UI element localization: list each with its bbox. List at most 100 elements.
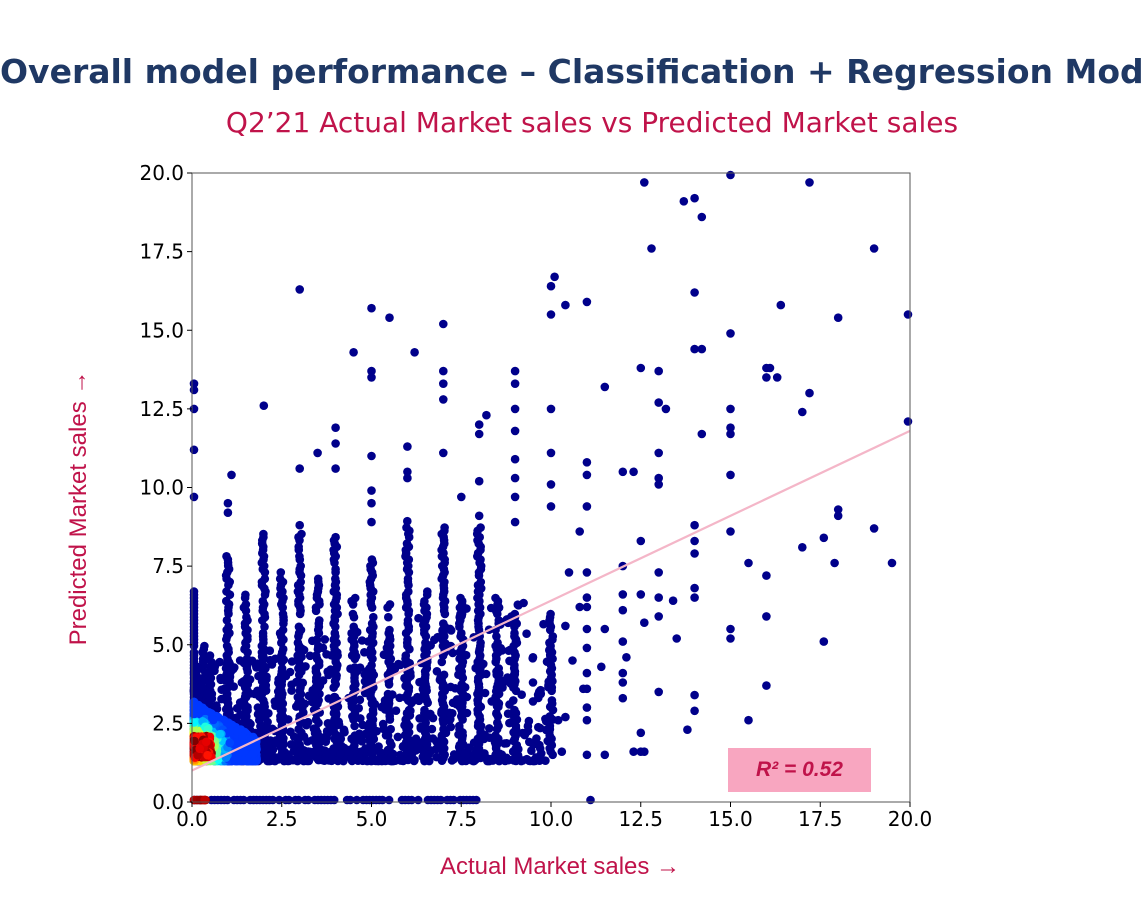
- data-point: [189, 668, 199, 678]
- data-point: [582, 750, 592, 760]
- data-point: [352, 627, 362, 637]
- data-point: [497, 750, 507, 759]
- data-point: [315, 616, 324, 625]
- density-point: [195, 744, 204, 753]
- data-point: [668, 596, 678, 605]
- data-point: [259, 529, 268, 539]
- data-point: [381, 756, 390, 766]
- data-point: [510, 517, 520, 527]
- data-point: [425, 641, 434, 651]
- data-point: [279, 655, 289, 665]
- data-point: [553, 715, 563, 725]
- data-point: [361, 744, 370, 753]
- data-point: [331, 439, 340, 448]
- y-axis-label: Predicted Market sales →: [65, 370, 92, 646]
- data-point: [805, 388, 814, 398]
- data-point: [446, 722, 456, 732]
- data-point: [683, 725, 692, 734]
- data-point: [339, 725, 349, 735]
- x-axis-label: Actual Market sales →: [439, 853, 681, 880]
- data-point: [269, 756, 279, 765]
- data-point: [640, 178, 649, 187]
- data-point: [726, 634, 735, 643]
- data-point: [517, 690, 526, 699]
- data-point: [492, 632, 501, 641]
- data-point: [462, 708, 472, 718]
- data-point: [320, 635, 330, 644]
- data-point: [401, 681, 410, 691]
- data-point: [505, 700, 514, 709]
- data-point: [438, 626, 447, 636]
- data-point: [270, 697, 280, 706]
- data-point: [403, 574, 413, 584]
- data-point: [205, 678, 215, 688]
- data-point: [395, 693, 404, 703]
- data-point: [388, 756, 398, 766]
- data-point: [510, 628, 519, 638]
- data-point: [229, 682, 238, 691]
- data-point: [544, 677, 553, 686]
- data-point: [798, 543, 807, 552]
- y-tick-label: 20.0: [139, 161, 184, 185]
- data-point: [384, 795, 394, 805]
- data-point: [679, 197, 689, 206]
- data-point: [384, 612, 393, 622]
- data-point: [310, 728, 320, 738]
- data-point: [367, 366, 376, 376]
- data-point: [471, 663, 481, 673]
- data-point: [313, 574, 323, 584]
- data-point: [597, 662, 606, 672]
- data-point: [582, 470, 592, 480]
- data-point: [294, 542, 304, 552]
- density-point: [189, 718, 199, 727]
- data-point: [224, 708, 234, 717]
- data-point: [414, 613, 423, 623]
- data-point: [245, 675, 255, 684]
- data-point: [295, 464, 305, 473]
- data-point: [446, 626, 456, 635]
- data-point: [358, 756, 368, 766]
- data-point: [380, 696, 390, 705]
- data-point: [762, 373, 771, 382]
- data-point: [295, 552, 304, 561]
- r-squared-badge: R² = 0.52: [728, 748, 871, 792]
- data-point: [407, 698, 416, 708]
- data-point: [546, 281, 556, 291]
- data-point: [487, 697, 497, 706]
- density-point: [200, 795, 209, 805]
- y-tick-label: 17.5: [139, 240, 184, 264]
- data-point: [772, 373, 782, 382]
- data-point: [521, 728, 531, 738]
- data-point: [393, 732, 403, 742]
- data-point: [239, 658, 249, 668]
- data-point: [437, 707, 446, 716]
- data-point: [313, 679, 323, 688]
- data-point: [331, 574, 340, 584]
- data-point: [618, 605, 628, 615]
- data-point: [350, 663, 360, 672]
- data-point: [403, 473, 412, 483]
- data-point: [318, 643, 328, 653]
- data-point: [503, 709, 513, 718]
- data-point: [575, 527, 584, 536]
- data-point: [511, 637, 521, 646]
- data-point: [336, 734, 346, 744]
- y-tick-label: 5.0: [152, 633, 184, 657]
- density-point: [203, 750, 212, 760]
- data-point: [347, 754, 356, 764]
- data-point: [535, 744, 545, 753]
- data-point: [398, 756, 408, 766]
- data-point: [391, 706, 401, 715]
- data-point: [349, 743, 359, 752]
- data-point: [299, 662, 309, 671]
- data-point: [348, 609, 358, 619]
- data-point: [582, 297, 592, 307]
- data-point: [428, 713, 438, 723]
- data-point: [492, 606, 502, 615]
- data-point: [640, 618, 649, 627]
- data-point: [819, 637, 829, 646]
- data-point: [189, 492, 199, 502]
- data-point: [260, 574, 270, 584]
- data-point: [539, 619, 548, 629]
- data-point: [833, 313, 843, 323]
